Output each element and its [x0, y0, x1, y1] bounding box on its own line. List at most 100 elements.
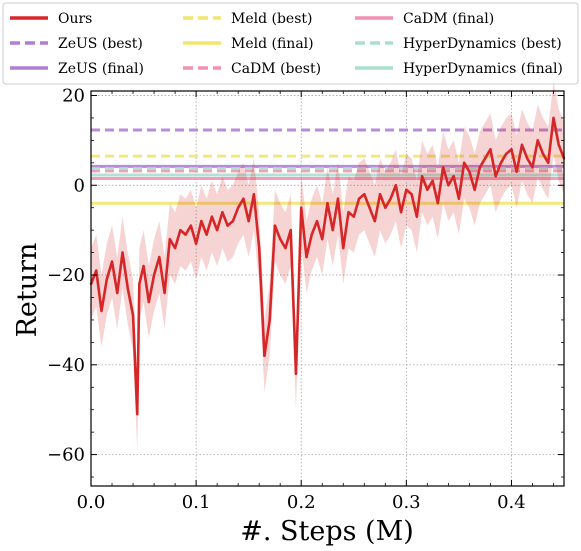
data-point [263, 354, 266, 358]
data-point [499, 161, 503, 165]
legend-label: CaDM (final) [403, 11, 494, 27]
legend-label: Meld (best) [231, 11, 313, 27]
y-tick-label: −60 [47, 445, 85, 466]
data-point [410, 193, 413, 196]
data-point [121, 251, 124, 254]
data-point [142, 264, 145, 268]
data-point [215, 228, 219, 232]
data-point [221, 210, 224, 214]
data-point [389, 197, 392, 200]
series-band [91, 82, 564, 451]
data-point [331, 228, 334, 232]
data-point [447, 184, 450, 187]
data-point [110, 260, 114, 263]
data-point [431, 179, 434, 182]
data-point [373, 219, 376, 223]
series-line [89, 116, 566, 416]
data-point [547, 161, 550, 165]
data-point [252, 193, 256, 196]
data-point [557, 143, 560, 147]
data-point [257, 246, 261, 250]
data-point [138, 282, 141, 286]
data-point [336, 197, 340, 200]
data-point [168, 237, 172, 241]
data-point [552, 116, 555, 120]
data-point [321, 237, 324, 241]
data-point [247, 219, 250, 223]
data-point [152, 273, 156, 277]
data-point [279, 237, 282, 241]
data-point [294, 372, 298, 375]
data-point [352, 215, 355, 218]
data-point [468, 170, 471, 173]
data-point [184, 233, 187, 236]
data-point [541, 152, 545, 156]
data-point [420, 175, 424, 178]
legend-box [2, 2, 579, 85]
data-point [226, 224, 229, 227]
data-point [242, 197, 245, 200]
x-tick-label: 0.1 [182, 492, 211, 513]
x-axis-title: #. Steps (M) [240, 516, 414, 547]
data-point [116, 291, 119, 295]
data-point [300, 206, 303, 209]
legend-label: CaDM (best) [231, 61, 321, 77]
data-point [179, 228, 182, 232]
data-point [326, 202, 329, 205]
data-point [284, 246, 287, 250]
data-point [105, 278, 108, 281]
data-point [342, 246, 345, 250]
data-point [378, 193, 382, 196]
x-tick-label: 0.0 [77, 492, 106, 513]
data-point [194, 242, 198, 245]
data-point [100, 309, 103, 313]
plot-frame [90, 90, 565, 487]
data-point [415, 215, 419, 218]
legend-label: HyperDynamics (best) [403, 36, 562, 52]
legend-label: Meld (final) [231, 36, 314, 52]
data-point [526, 157, 529, 160]
data-point [231, 219, 235, 223]
x-tick-label: 0.4 [497, 492, 526, 513]
data-point [136, 412, 139, 416]
data-point [510, 148, 513, 151]
data-point [405, 188, 408, 191]
data-point [363, 193, 366, 196]
data-point [457, 197, 461, 200]
series-layer [89, 82, 566, 451]
data-point [273, 224, 277, 227]
data-point [452, 175, 455, 178]
data-point [531, 166, 534, 169]
data-point [305, 255, 308, 259]
data-point [426, 188, 429, 191]
data-point [315, 219, 319, 223]
data-point [394, 184, 398, 187]
data-point [436, 202, 440, 205]
data-point [384, 206, 387, 209]
data-point [289, 228, 292, 232]
data-point [163, 291, 166, 295]
x-tick-label: 0.3 [392, 492, 421, 513]
data-point [483, 157, 487, 160]
y-tick-label: 0 [74, 175, 85, 196]
data-point [189, 224, 193, 227]
data-point [441, 166, 445, 169]
y-tick-label: −20 [47, 265, 85, 286]
legend-label: ZeUS (final) [58, 61, 144, 77]
data-point [200, 219, 203, 223]
data-point [536, 139, 539, 142]
data-point [399, 210, 403, 214]
y-axis-title: Return [12, 243, 43, 338]
data-point [462, 161, 466, 165]
data-point [147, 300, 151, 304]
data-point [368, 206, 371, 209]
legend: Ours ZeUS (best) ZeUS (final) Meld (best) Me… [10, 11, 563, 77]
data-point [504, 152, 508, 156]
legend-label: Ours [58, 11, 92, 27]
legend-label: HyperDynamics (final) [403, 61, 563, 77]
x-tick-label: 0.2 [287, 492, 316, 513]
data-point [310, 233, 313, 236]
data-point [205, 233, 208, 236]
data-point [210, 215, 214, 218]
ticks: 0.0 0.1 0.2 0.3 0.4 −60 −40 −20 0 20 [47, 85, 564, 513]
